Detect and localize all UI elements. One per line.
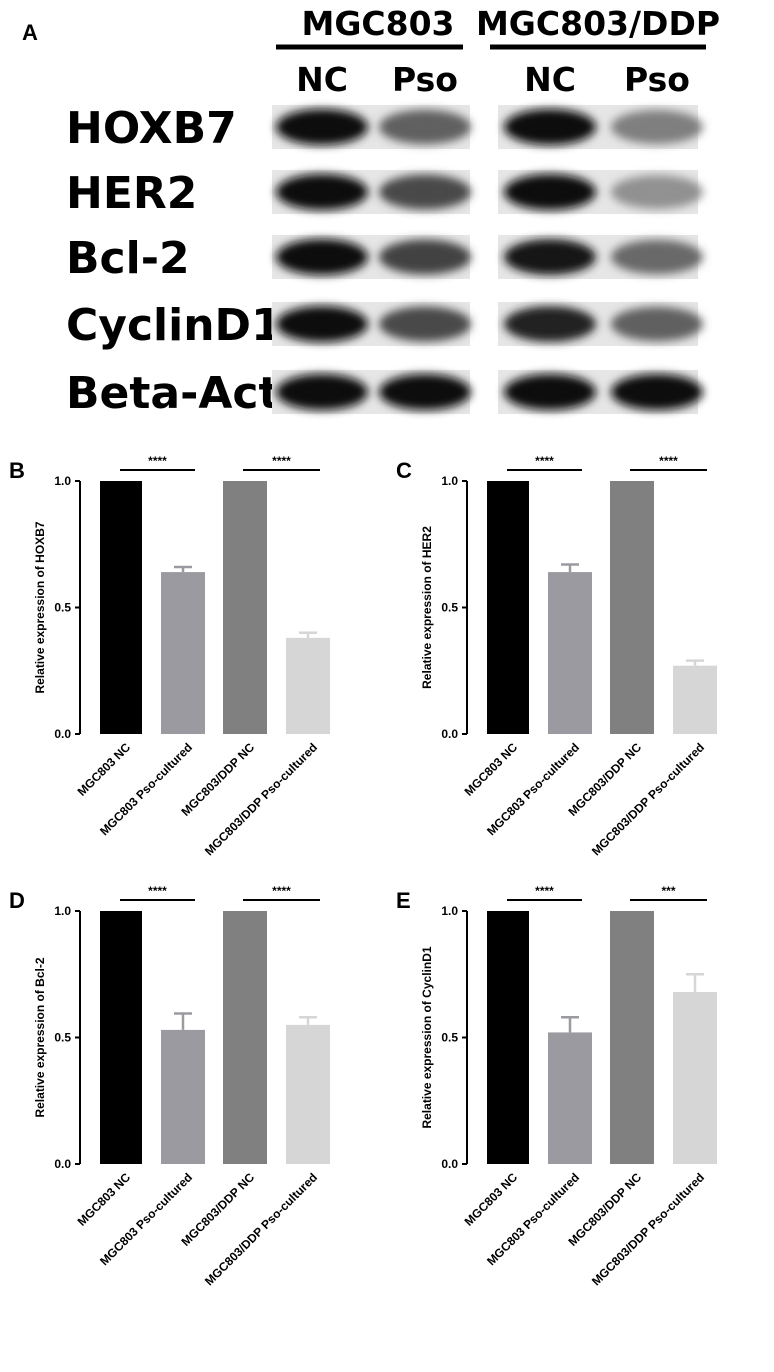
blot-band-hoxb7-lane-4	[611, 110, 703, 144]
x-tick-label-mgc803-ddp-pso-cultured: MGC803/DDP Pso-cultured	[202, 740, 320, 858]
panel-label-d: D	[9, 888, 25, 913]
significance-label-0: ****	[148, 884, 167, 898]
western-blot-panel: A MGC803 MGC803/DDP NC Pso NC Pso HOXB7 H…	[22, 4, 720, 419]
blot-band-her2-lane-1	[276, 174, 368, 210]
y-tick-label: 0.5	[441, 601, 458, 615]
blot-band-beta-actin-lane-3	[504, 374, 596, 410]
blot-protein-label-hoxb7: HOXB7	[66, 103, 237, 154]
bar-mgc803-nc	[487, 911, 529, 1164]
bar-chart-cyclind1: E Relative expression of CyclinD1 0.0 0.5 1.…	[396, 884, 717, 1288]
bar-mgc803-ddp-pso-cultured	[673, 991, 717, 1164]
significance-label-1: ****	[272, 454, 291, 468]
blot-band-cyclind1-lane-4	[611, 306, 703, 342]
blot-band-bcl-2-lane-2	[379, 239, 471, 275]
y-tick-label: 0.5	[54, 1031, 71, 1045]
blot-band-beta-actin-lane-4	[611, 374, 703, 410]
blot-protein-label-bcl-2: Bcl-2	[66, 233, 190, 284]
blot-protein-label-cyclind1: CyclinD1	[66, 300, 282, 351]
bar-mgc803-pso-cultured	[548, 572, 592, 734]
y-tick-label: 0.0	[54, 727, 71, 741]
x-tick-label-mgc803-nc: MGC803 NC	[462, 1170, 521, 1229]
significance-label-1: ****	[272, 884, 291, 898]
y-tick-label: 0.5	[54, 601, 71, 615]
bar-chart-bcl2: D Relative expression of Bcl-2 0.0 0.5 1.0 MG…	[9, 884, 330, 1288]
panel-label-c: C	[396, 458, 412, 483]
bar-mgc803-nc	[100, 911, 142, 1164]
bar-chart-hoxb7: B Relative expression of HOXB7 0.0 0.5 1.0 MG…	[9, 454, 330, 858]
blot-band-her2-lane-2	[379, 174, 471, 210]
x-tick-label-mgc803-nc: MGC803 NC	[75, 1170, 134, 1229]
blot-band-cyclind1-lane-1	[276, 306, 368, 342]
blot-group-title-mgc803-ddp: MGC803/DDP	[476, 4, 720, 43]
bar-mgc803-nc	[487, 481, 529, 734]
y-tick-label: 0.5	[441, 1031, 458, 1045]
blot-band-hoxb7-lane-1	[276, 109, 368, 145]
y-tick-label: 0.0	[54, 1157, 71, 1171]
bar-mgc803-ddp-pso-cultured	[286, 637, 330, 734]
significance-label-1: ****	[659, 454, 678, 468]
blot-protein-label-her2: HER2	[66, 168, 197, 219]
panel-label-b: B	[9, 458, 25, 483]
blot-band-beta-actin-lane-2	[379, 374, 471, 410]
lane-label-mgc803-nc: NC	[296, 60, 348, 99]
y-tick-label: 1.0	[54, 474, 71, 488]
bar-mgc803-ddp-pso-cultured	[286, 1024, 330, 1164]
y-tick-label: 0.0	[441, 727, 458, 741]
significance-label-0: ****	[535, 884, 554, 898]
bar-mgc803-pso-cultured	[161, 572, 205, 734]
lane-label-mgc803-ddp-nc: NC	[524, 60, 576, 99]
panel-label-e: E	[396, 888, 411, 913]
y-tick-label: 1.0	[441, 474, 458, 488]
x-tick-label-mgc803-ddp-pso-cultured: MGC803/DDP Pso-cultured	[202, 1170, 320, 1288]
x-tick-label-mgc803-ddp-pso-cultured: MGC803/DDP Pso-cultured	[589, 1170, 707, 1288]
bar-mgc803-nc	[100, 481, 142, 734]
x-tick-label-mgc803-ddp-pso-cultured: MGC803/DDP Pso-cultured	[589, 740, 707, 858]
blot-band-beta-actin-lane-1	[276, 374, 368, 410]
x-tick-label-mgc803-nc: MGC803 NC	[75, 740, 134, 799]
x-tick-label-mgc803-nc: MGC803 NC	[462, 740, 521, 799]
blot-band-cyclind1-lane-2	[379, 306, 471, 342]
bar-mgc803-ddp-nc	[610, 481, 654, 734]
bar-mgc803-pso-cultured	[161, 1029, 205, 1164]
bar-chart-her2: C Relative expression of HER2 0.0 0.5 1.0 MGC…	[396, 454, 717, 858]
blot-band-her2-lane-3	[504, 174, 596, 210]
bar-mgc803-ddp-nc	[223, 481, 267, 734]
blot-group-title-mgc803: MGC803	[301, 4, 454, 43]
significance-label-1: ***	[661, 884, 675, 898]
bar-mgc803-ddp-nc	[610, 911, 654, 1164]
lane-label-mgc803-ddp-pso: Pso	[624, 60, 690, 99]
blot-band-cyclind1-lane-3	[504, 306, 596, 342]
lane-label-mgc803-pso: Pso	[392, 60, 458, 99]
y-axis-title: Relative expression of HOXB7	[33, 521, 47, 693]
y-tick-label: 1.0	[441, 904, 458, 918]
y-axis-title: Relative expression of HER2	[420, 526, 434, 689]
y-axis-title: Relative expression of Bcl-2	[33, 957, 47, 1117]
blot-band-hoxb7-lane-3	[504, 109, 596, 145]
bar-mgc803-ddp-nc	[223, 911, 267, 1164]
bar-mgc803-ddp-pso-cultured	[673, 665, 717, 734]
blot-band-bcl-2-lane-3	[504, 239, 596, 275]
blot-band-bcl-2-lane-4	[611, 239, 703, 275]
y-tick-label: 1.0	[54, 904, 71, 918]
blot-band-hoxb7-lane-2	[379, 109, 471, 145]
bar-mgc803-pso-cultured	[548, 1032, 592, 1164]
blot-band-her2-lane-4	[611, 175, 703, 209]
panel-label-a: A	[22, 20, 38, 45]
significance-label-0: ****	[148, 454, 167, 468]
significance-label-0: ****	[535, 454, 554, 468]
blot-band-bcl-2-lane-1	[276, 239, 368, 275]
y-tick-label: 0.0	[441, 1157, 458, 1171]
y-axis-title: Relative expression of CyclinD1	[420, 946, 434, 1128]
